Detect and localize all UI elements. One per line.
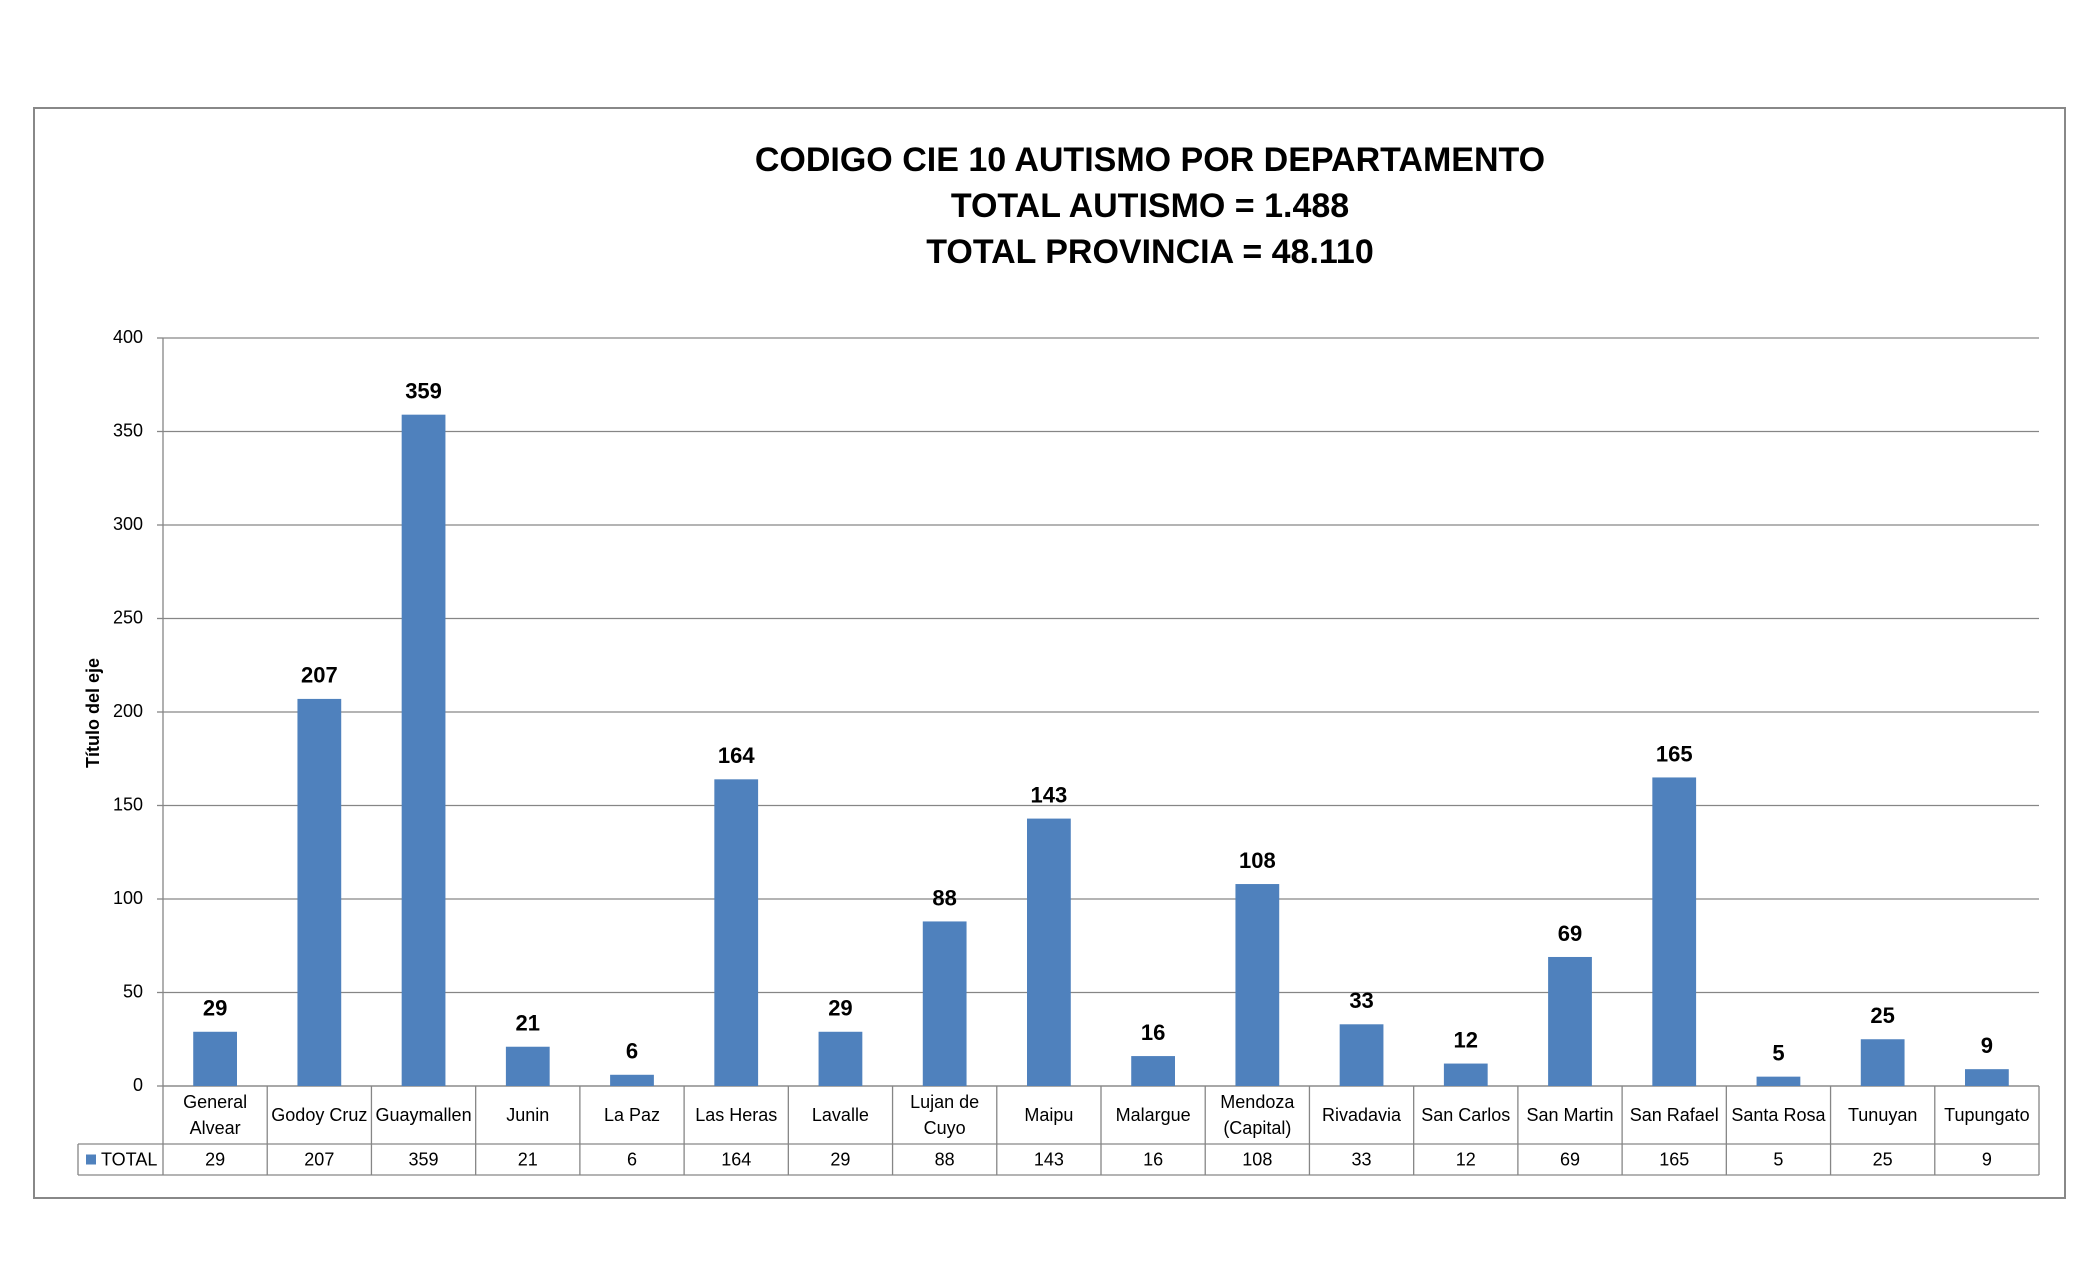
table-value: 6 bbox=[627, 1149, 637, 1169]
bar bbox=[1443, 1063, 1488, 1086]
x-tick-label: La Paz bbox=[604, 1105, 660, 1125]
data-label: 6 bbox=[626, 1039, 638, 1064]
y-tick-label: 300 bbox=[113, 514, 143, 534]
table-value: 12 bbox=[1456, 1149, 1476, 1169]
x-tick-label: Rivadavia bbox=[1322, 1105, 1402, 1125]
y-tick-label: 0 bbox=[133, 1075, 143, 1095]
table-value: 25 bbox=[1873, 1149, 1893, 1169]
bar bbox=[1027, 818, 1071, 1086]
x-tick-label: Junin bbox=[506, 1105, 549, 1125]
x-tick-label: Guaymallen bbox=[376, 1105, 472, 1125]
data-label: 5 bbox=[1772, 1040, 1784, 1065]
chart-title: CODIGO CIE 10 AUTISMO POR DEPARTAMENTO bbox=[755, 141, 1545, 179]
table-value: 207 bbox=[304, 1149, 334, 1169]
x-tick-label: General Alvear bbox=[183, 1092, 247, 1138]
y-tick-label: 350 bbox=[113, 420, 143, 440]
y-tick-label: 400 bbox=[113, 327, 143, 347]
x-tick-label: Malargue bbox=[1116, 1105, 1191, 1125]
bar bbox=[401, 414, 446, 1086]
chart-title: TOTAL AUTISMO = 1.488 bbox=[951, 187, 1349, 225]
bar bbox=[1339, 1024, 1384, 1086]
bar bbox=[1965, 1069, 2009, 1086]
table-value: 16 bbox=[1143, 1149, 1163, 1169]
bar bbox=[297, 698, 342, 1086]
x-tick-label: Tupungato bbox=[1944, 1105, 2029, 1125]
x-tick-label: Lujan de Cuyo bbox=[910, 1092, 979, 1138]
x-tick-label: Lavalle bbox=[812, 1105, 869, 1125]
bar bbox=[1131, 1056, 1175, 1086]
x-tick-label: Santa Rosa bbox=[1731, 1105, 1826, 1125]
data-label: 16 bbox=[1141, 1020, 1165, 1045]
y-tick-label: 50 bbox=[123, 981, 143, 1001]
bar bbox=[610, 1074, 654, 1086]
data-label: 25 bbox=[1870, 1003, 1894, 1028]
x-tick-label: Tunuyan bbox=[1848, 1105, 1917, 1125]
x-tick-label: San Rafael bbox=[1630, 1105, 1719, 1125]
y-axis-title: Título del eje bbox=[83, 658, 103, 768]
x-tick-label: Godoy Cruz bbox=[271, 1105, 367, 1125]
chart-title: TOTAL PROVINCIA = 48.110 bbox=[926, 233, 1374, 271]
x-tick-label: Las Heras bbox=[695, 1105, 777, 1125]
data-label: 207 bbox=[301, 663, 338, 688]
bar bbox=[922, 921, 967, 1086]
table-value: 88 bbox=[935, 1149, 955, 1169]
y-tick-label: 250 bbox=[113, 607, 143, 627]
x-tick-label: Maipu bbox=[1024, 1105, 1073, 1125]
data-label: 9 bbox=[1981, 1033, 1993, 1058]
table-value: 21 bbox=[518, 1149, 538, 1169]
table-value: 29 bbox=[830, 1149, 850, 1169]
table-value: 69 bbox=[1560, 1149, 1580, 1169]
table-value: 165 bbox=[1659, 1149, 1689, 1169]
bar bbox=[505, 1046, 550, 1086]
data-label: 33 bbox=[1349, 988, 1373, 1013]
data-label: 29 bbox=[203, 996, 227, 1021]
bar bbox=[1860, 1039, 1905, 1086]
y-tick-label: 150 bbox=[113, 794, 143, 814]
data-label: 88 bbox=[932, 885, 956, 910]
table-value: 359 bbox=[409, 1149, 439, 1169]
table-value: 108 bbox=[1242, 1149, 1272, 1169]
data-label: 12 bbox=[1454, 1027, 1478, 1052]
table-value: 29 bbox=[205, 1149, 225, 1169]
data-label: 359 bbox=[405, 378, 442, 403]
y-tick-label: 200 bbox=[113, 701, 143, 721]
table-value: 33 bbox=[1352, 1149, 1372, 1169]
bar bbox=[1235, 884, 1280, 1086]
data-label: 29 bbox=[828, 996, 852, 1021]
data-label: 108 bbox=[1239, 848, 1276, 873]
y-tick-label: 100 bbox=[113, 888, 143, 908]
x-tick-label: San Martin bbox=[1526, 1105, 1613, 1125]
data-label: 69 bbox=[1558, 921, 1582, 946]
bar bbox=[818, 1031, 863, 1086]
data-label: 143 bbox=[1031, 782, 1068, 807]
bar bbox=[1548, 956, 1592, 1086]
bar bbox=[193, 1031, 237, 1086]
bar bbox=[1756, 1076, 1801, 1086]
legend-label: TOTAL bbox=[101, 1149, 157, 1169]
data-label: 21 bbox=[516, 1011, 540, 1036]
data-label: 165 bbox=[1656, 741, 1693, 766]
table-value: 164 bbox=[721, 1149, 751, 1169]
bar bbox=[714, 779, 759, 1086]
table-value: 5 bbox=[1773, 1149, 1783, 1169]
table-value: 143 bbox=[1034, 1149, 1064, 1169]
table-value: 9 bbox=[1982, 1149, 1992, 1169]
data-label: 164 bbox=[718, 743, 755, 768]
x-tick-label: Mendoza (Capital) bbox=[1220, 1092, 1295, 1138]
legend-swatch bbox=[86, 1154, 96, 1165]
x-tick-label: San Carlos bbox=[1421, 1105, 1510, 1125]
bar bbox=[1652, 777, 1697, 1086]
